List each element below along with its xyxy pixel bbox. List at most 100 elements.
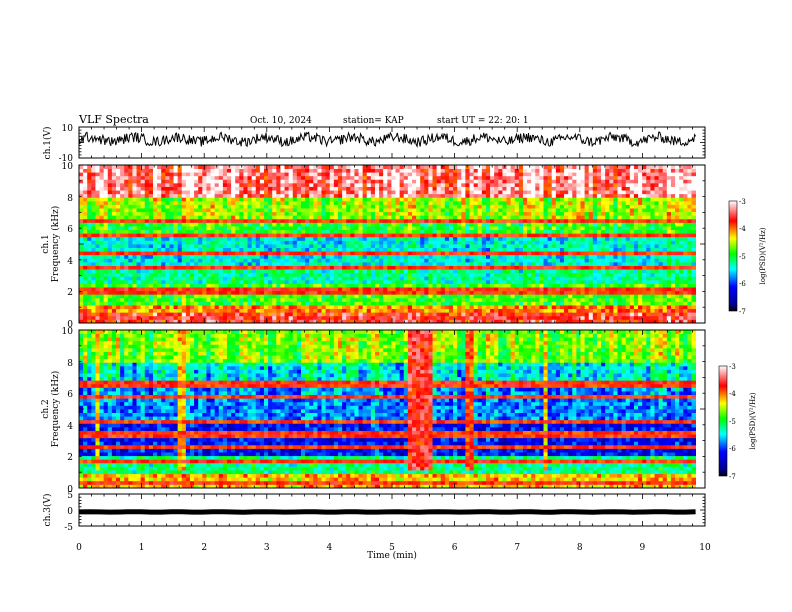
ch1-ytick-top: 10 xyxy=(62,124,74,134)
spectrogram-cell-ch1 xyxy=(198,258,203,263)
spectrogram-cell-ch1 xyxy=(346,297,351,302)
spectrogram-cell-ch1 xyxy=(444,254,450,259)
spectrogram-cell-ch1 xyxy=(296,315,302,320)
spectrogram-cell-ch1 xyxy=(181,294,187,299)
spectrogram-cell-ch1 xyxy=(99,312,105,317)
spectrogram-cell-ch1 xyxy=(432,272,438,277)
spectrogram-cell-ch1 xyxy=(350,165,355,169)
spectrogram-cell-ch1 xyxy=(481,229,487,234)
spectrogram-cell-ch1 xyxy=(444,279,450,284)
spectrogram-cell-ch1 xyxy=(407,197,413,202)
spectrogram-cell-ch1 xyxy=(539,229,544,234)
spectrogram-cell-ch1 xyxy=(152,218,158,223)
spectrogram-cell-ch1 xyxy=(428,251,433,256)
spectrogram-cell-ch1 xyxy=(510,312,516,317)
spectrogram-cell-ch1 xyxy=(514,168,520,173)
spectrogram-cell-ch1 xyxy=(116,301,121,306)
spectrogram-cell-ch1 xyxy=(321,208,327,213)
spectrogram-cell-ch1 xyxy=(79,179,84,184)
spectrogram-cell-ch1 xyxy=(416,294,421,299)
spectrogram-cell-ch1 xyxy=(259,272,265,277)
spectrogram-cell-ch1 xyxy=(157,319,162,324)
spectrogram-cell-ch1 xyxy=(276,247,281,252)
spectrogram-cell-ch1 xyxy=(387,200,392,205)
spectrogram-cell-ch1 xyxy=(473,218,479,223)
spectrogram-cell-ch1 xyxy=(305,215,310,220)
spectrogram-cell-ch1 xyxy=(477,308,483,313)
spectrogram-cell-ch1 xyxy=(362,287,368,292)
spectrogram-cell-ch1 xyxy=(107,283,113,288)
spectrogram-cell-ch1 xyxy=(531,204,536,209)
spectrogram-cell-ch1 xyxy=(239,186,244,191)
spectrogram-cell-ch1 xyxy=(465,175,470,180)
spectrogram-cell-ch1 xyxy=(132,297,137,302)
spectrogram-cell-ch1 xyxy=(144,247,150,252)
spectrogram-cell-ch1 xyxy=(481,190,487,195)
spectrogram-cell-ch1 xyxy=(329,190,335,195)
spectrogram-cell-ch1 xyxy=(198,312,203,317)
spectrogram-cell-ch1 xyxy=(292,272,298,277)
spectrogram-cell-ch1 xyxy=(465,197,470,202)
spectrogram-cell-ch1 xyxy=(157,251,162,256)
spectrogram-cell-ch1 xyxy=(239,269,244,274)
spectrogram-cell-ch1 xyxy=(399,204,405,209)
spectrogram-cell-ch1 xyxy=(198,200,203,205)
spectrogram-cell-ch1 xyxy=(157,272,162,277)
spectrogram-cell-ch1 xyxy=(325,261,331,266)
spectrogram-cell-ch1 xyxy=(407,301,413,306)
spectrogram-cell-ch1 xyxy=(522,279,528,284)
spectrogram-cell-ch1 xyxy=(535,197,540,202)
spectrogram-cell-ch1 xyxy=(527,272,532,277)
spectrogram-cell-ch1 xyxy=(358,226,364,231)
spectrogram-cell-ch1 xyxy=(354,294,359,299)
spectrogram-cell-ch1 xyxy=(453,279,458,284)
spectrogram-cell-ch1 xyxy=(329,208,335,213)
spectrogram-cell-ch1 xyxy=(309,168,314,173)
spectrogram-cell-ch1 xyxy=(444,193,450,198)
spectrogram-cell-ch1 xyxy=(309,190,314,195)
spectrogram-cell-ch1 xyxy=(218,236,224,241)
spectrogram-cell-ch1 xyxy=(169,193,174,198)
spectrogram-cell-ch1 xyxy=(243,276,248,281)
spectrogram-cell-ch1 xyxy=(317,186,322,191)
spectrogram-cell-ch1 xyxy=(531,244,536,248)
spectrogram-cell-ch1 xyxy=(292,211,298,216)
spectrogram-cell-ch1 xyxy=(189,279,195,284)
spectrogram-cell-ch1 xyxy=(440,215,446,220)
spectrogram-cell-ch1 xyxy=(379,186,384,191)
spectrogram-cell-ch1 xyxy=(144,294,150,299)
spectrogram-cell-ch1 xyxy=(514,200,520,205)
spectrogram-cell-ch1 xyxy=(161,301,166,306)
spectrogram-cell-ch1 xyxy=(374,319,380,324)
spectrogram-cell-ch1 xyxy=(263,211,269,216)
spectrogram-cell-ch1 xyxy=(309,204,314,209)
spectrogram-cell-ch1 xyxy=(313,186,318,191)
spectrogram-cell-ch1 xyxy=(350,290,355,295)
spectrogram-cell-ch1 xyxy=(144,222,150,227)
spectrogram-cell-ch1 xyxy=(337,222,343,227)
spectrogram-cell-ch1 xyxy=(202,204,207,209)
spectrogram-cell-ch1 xyxy=(485,279,491,284)
spectrogram-cell-ch1 xyxy=(514,265,520,270)
spectrogram-cell-ch1 xyxy=(379,193,384,198)
spectrogram-cell-ch1 xyxy=(111,190,117,195)
spectrogram-cell-ch1 xyxy=(263,251,269,256)
spectrogram-cell-ch1 xyxy=(370,204,376,209)
spectrogram-cell-ch1 xyxy=(222,269,228,274)
spectrogram-cell-ch1 xyxy=(469,218,475,223)
spectrogram-cell-ch1 xyxy=(296,175,302,180)
spectrogram-cell-ch1 xyxy=(436,287,442,292)
spectrogram-cell-ch1 xyxy=(235,208,240,213)
spectrogram-cell-ch1 xyxy=(321,305,327,310)
spectrogram-cell-ch1 xyxy=(181,211,187,216)
spectrogram-cell-ch1 xyxy=(99,276,105,281)
spectrogram-cell-ch1 xyxy=(251,308,257,313)
spectrogram-cell-ch1 xyxy=(169,218,174,223)
spectrogram-cell-ch1 xyxy=(198,240,203,245)
spectrogram-cell-ch1 xyxy=(169,222,174,227)
spectrogram-cell-ch1 xyxy=(272,290,277,295)
spectrogram-cell-ch1 xyxy=(321,236,327,241)
spectrogram-cell-ch1 xyxy=(140,265,146,270)
spectrogram-cell-ch1 xyxy=(321,182,327,187)
spectrogram-cell-ch1 xyxy=(268,186,273,191)
